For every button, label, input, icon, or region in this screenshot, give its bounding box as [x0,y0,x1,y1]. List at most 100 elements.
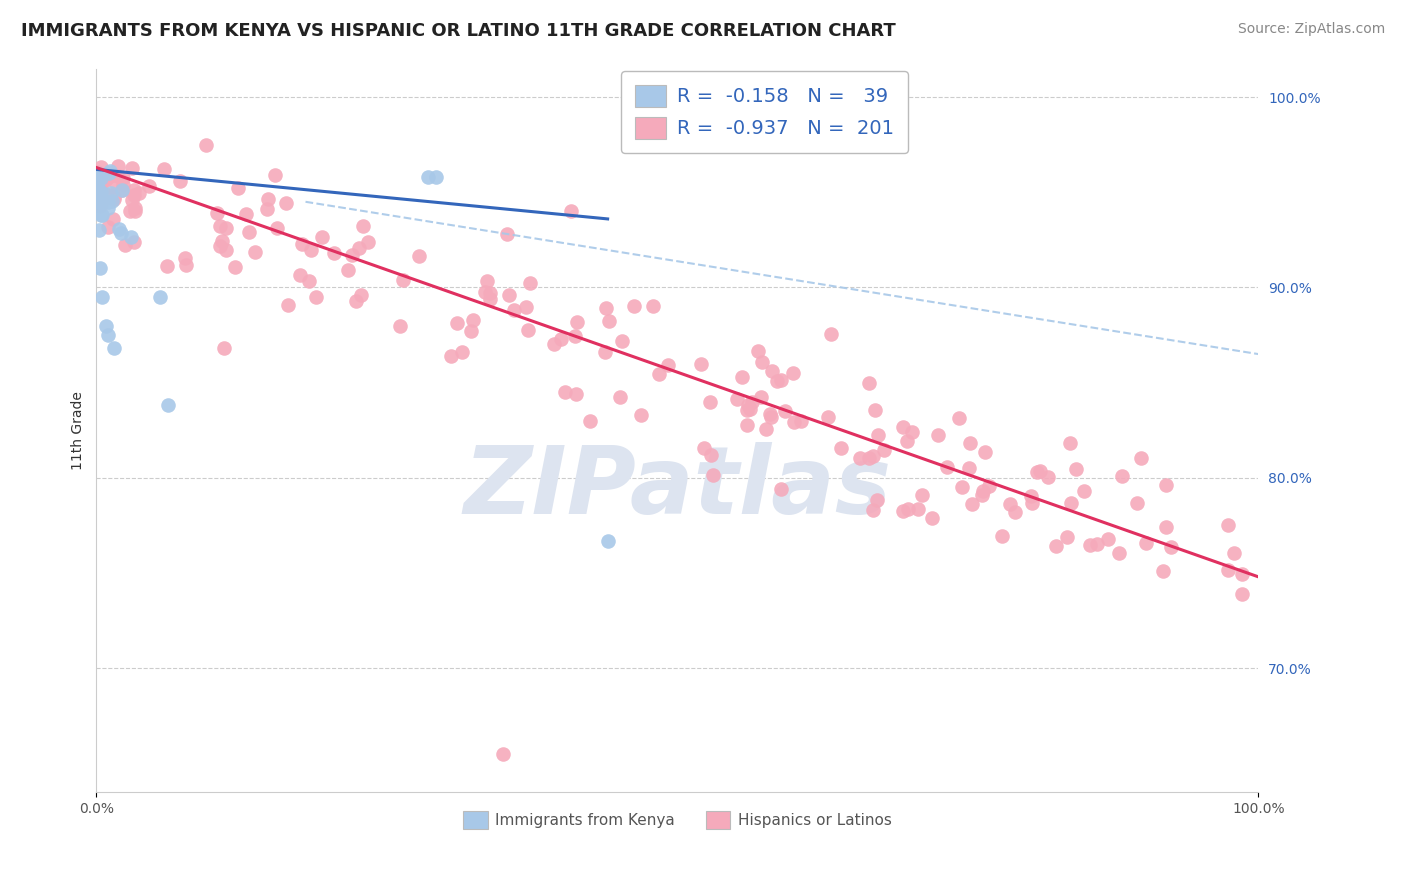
Point [782,366,804,380]
Point [205,206,228,220]
Point [598,314,620,328]
Point [862,449,884,463]
Point [849,451,872,466]
Point [96,172,118,186]
Point [87,184,110,198]
Point [174,252,197,266]
Point [1135,536,1157,550]
Point [352,219,374,234]
Point [97,219,120,234]
Point [1085,537,1108,551]
Point [731,370,754,384]
Point [1126,496,1149,510]
Point [90,208,112,222]
Point [138,179,160,194]
Point [765,374,787,388]
Point [392,273,415,287]
Point [461,312,484,326]
Point [1025,465,1047,479]
Point [291,236,314,251]
Point [479,285,502,300]
Point [263,168,285,182]
Point [89,168,111,182]
Point [543,337,565,351]
Point [128,186,150,201]
Point [979,479,1001,493]
Point [896,434,918,449]
Point [100,186,122,200]
Point [1160,540,1182,554]
Point [921,511,943,525]
Point [157,399,180,413]
Point [1130,450,1153,465]
Point [891,504,914,518]
Point [90,171,112,186]
Point [91,290,114,304]
Point [101,211,124,226]
Point [503,302,526,317]
Point [86,192,108,206]
Point [648,367,671,381]
Point [357,235,380,250]
Point [858,376,880,391]
Point [496,227,519,241]
Point [156,259,179,273]
Point [245,245,267,260]
Point [174,258,197,272]
Point [755,422,778,436]
Point [104,175,127,189]
Point [350,288,373,302]
Point [311,229,333,244]
Point [288,268,311,283]
Point [866,428,889,442]
Point [211,235,233,249]
Point [595,301,617,315]
Point [972,484,994,499]
Point [830,441,852,455]
Point [1111,469,1133,483]
Point [101,168,124,182]
Point [121,161,143,175]
Point [1073,483,1095,498]
Point [89,261,111,276]
Point [103,342,125,356]
Point [991,529,1014,543]
Point [866,493,889,508]
Point [702,467,724,482]
Point [349,241,371,255]
Point [741,395,763,409]
Point [101,188,124,202]
Point [208,219,231,233]
Point [593,344,616,359]
Point [1021,489,1043,503]
Point [103,189,125,203]
Point [124,201,146,215]
Point [336,263,359,277]
Point [238,225,260,239]
Point [89,179,111,194]
Point [120,229,142,244]
Point [101,194,124,209]
Point [94,318,117,333]
Point [700,448,723,462]
Point [657,358,679,372]
Point [98,166,121,180]
Point [90,186,112,200]
Point [973,445,995,459]
Point [1232,566,1254,581]
Point [550,332,572,346]
Point [98,164,121,178]
Point [446,316,468,330]
Point [86,191,108,205]
Point [751,355,773,369]
Point [1045,540,1067,554]
Point [440,349,463,363]
Point [689,357,711,371]
Point [725,392,748,406]
Text: ZIPatlas: ZIPatlas [464,442,891,534]
Point [110,226,132,240]
Point [277,298,299,312]
Point [1097,532,1119,546]
Point [89,192,111,206]
Point [212,341,235,355]
